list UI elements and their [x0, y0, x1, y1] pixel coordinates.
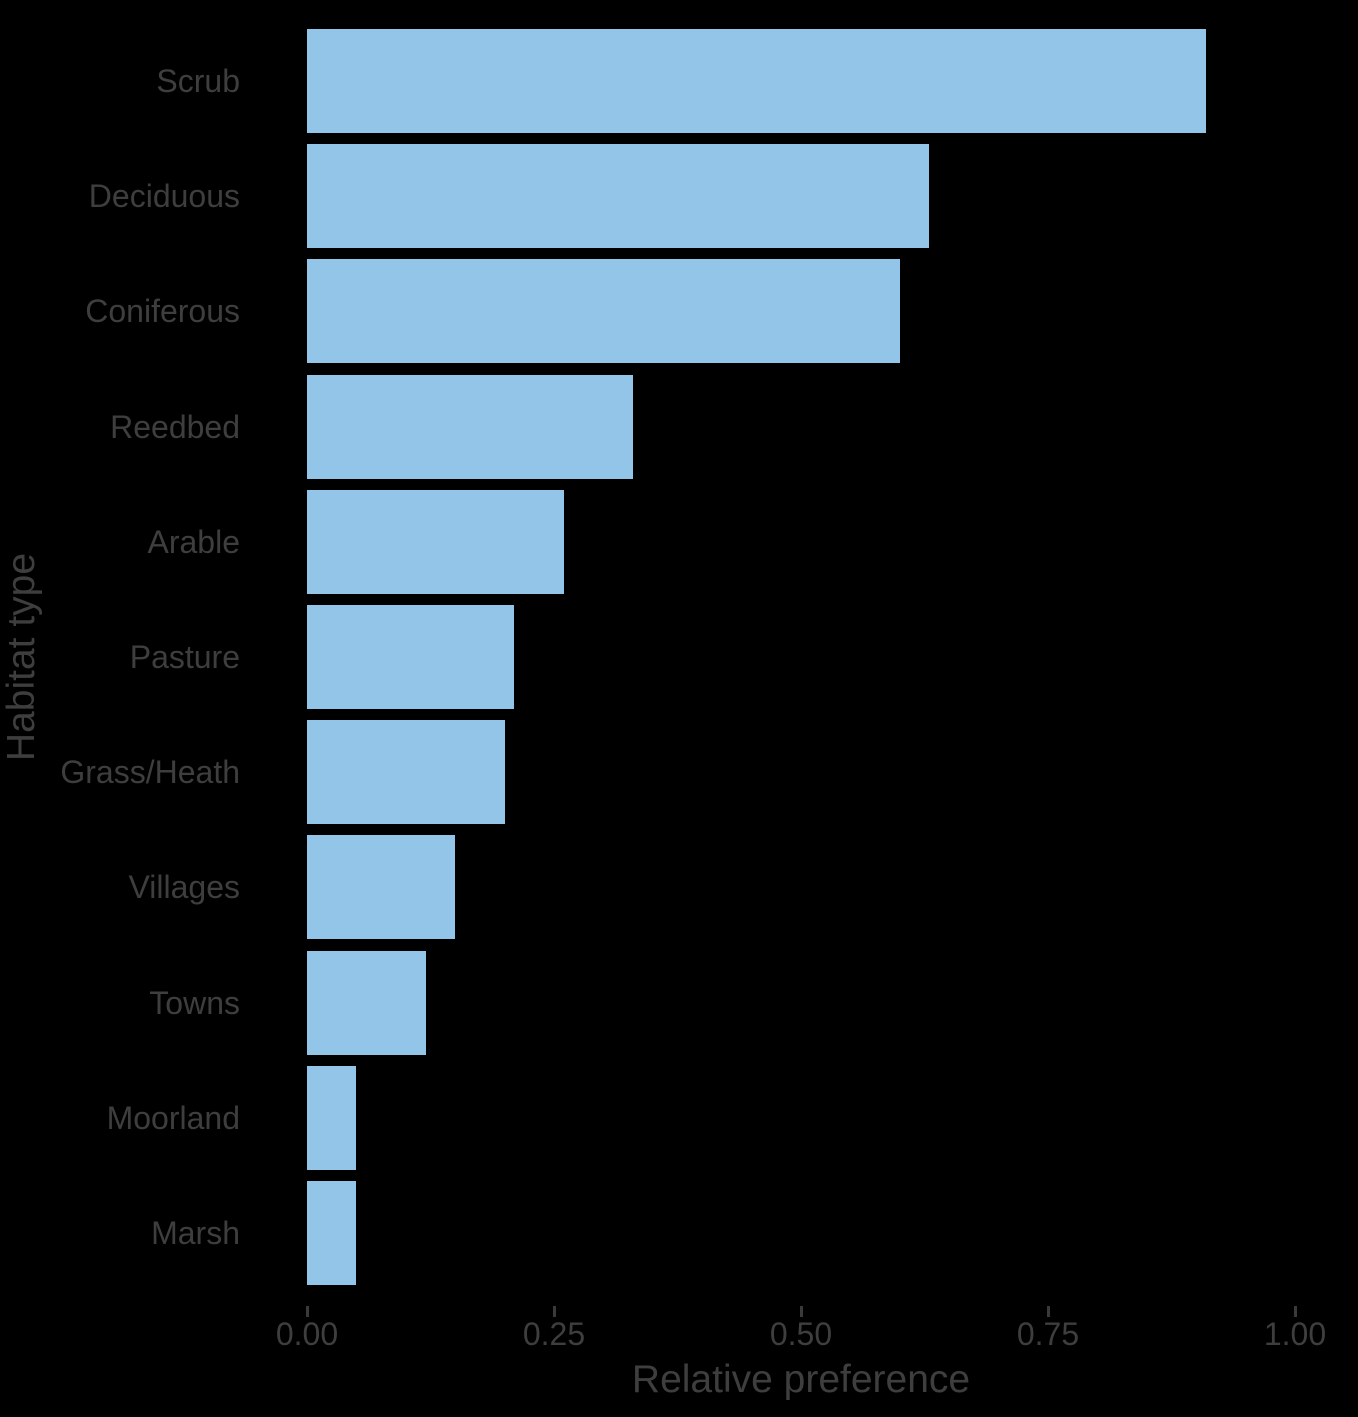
bar-scrub [307, 29, 1206, 133]
x-axis-tick-label: 0.25 [522, 1316, 586, 1352]
bar-marsh [307, 1181, 356, 1285]
x-axis-tick-label: 0.50 [769, 1316, 833, 1352]
bar-pasture [307, 605, 514, 709]
x-axis-tick-mark [1294, 1306, 1297, 1317]
category-label-scrub: Scrub [156, 63, 240, 99]
x-axis-tick-mark [800, 1306, 803, 1317]
bar-moorland [307, 1066, 356, 1170]
bar-villages [307, 835, 455, 939]
category-label-marsh: Marsh [151, 1215, 240, 1251]
bar-coniferous [307, 259, 900, 363]
x-axis-tick-mark [553, 1306, 556, 1317]
category-label-moorland: Moorland [106, 1100, 240, 1136]
bar-grass-heath [307, 720, 505, 824]
category-label-grass-heath: Grass/Heath [60, 754, 240, 790]
x-axis-title: Relative preference [631, 1358, 971, 1401]
category-label-towns: Towns [149, 985, 240, 1021]
x-axis-tick-mark [1047, 1306, 1050, 1317]
bar-towns [307, 951, 426, 1055]
category-label-coniferous: Coniferous [85, 293, 240, 329]
bar-reedbed [307, 375, 633, 479]
bar-arable [307, 490, 564, 594]
x-axis-tick-mark [306, 1306, 309, 1317]
category-label-pasture: Pasture [129, 639, 240, 675]
category-label-villages: Villages [128, 869, 240, 905]
category-label-arable: Arable [147, 524, 241, 560]
category-label-deciduous: Deciduous [88, 178, 240, 214]
category-label-reedbed: Reedbed [110, 409, 240, 445]
x-axis-tick-label: 0.75 [1016, 1316, 1080, 1352]
x-axis-tick-label: 0.00 [275, 1316, 339, 1352]
bar-deciduous [307, 144, 929, 248]
x-axis-tick-label: 1.00 [1263, 1316, 1327, 1352]
